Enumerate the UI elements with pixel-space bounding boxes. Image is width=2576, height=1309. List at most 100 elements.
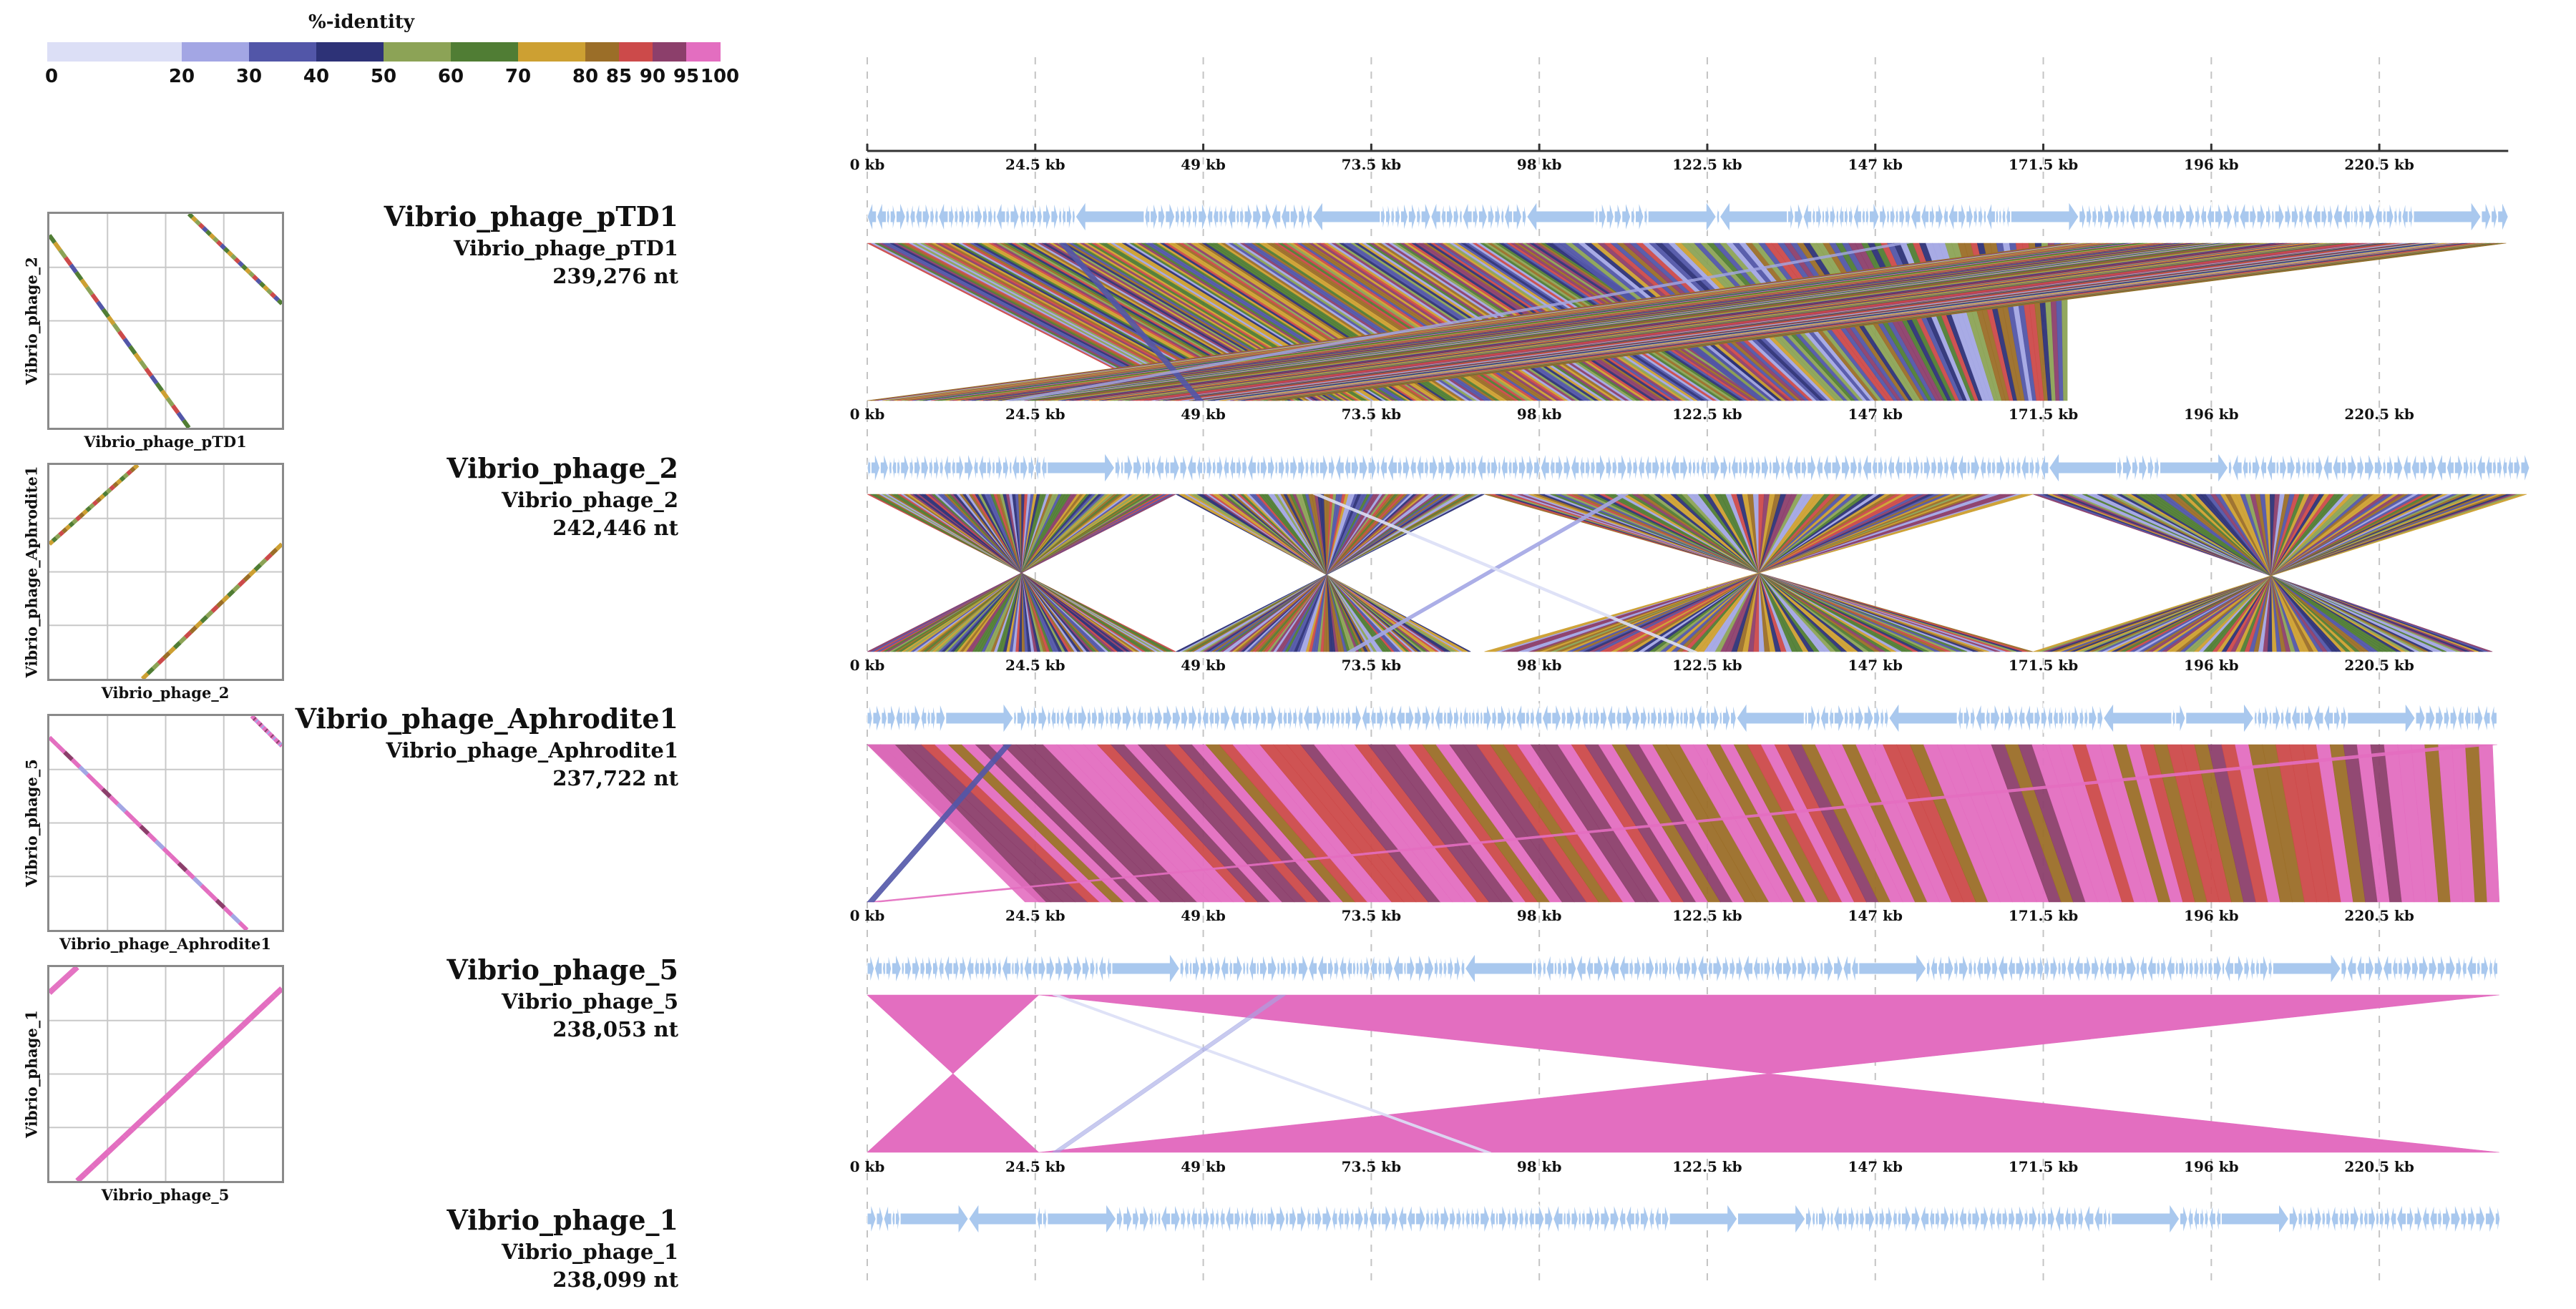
gene-arrow — [2415, 703, 2426, 733]
gene-arrow — [2049, 953, 2058, 984]
gene-arrow — [1461, 1204, 1465, 1234]
gene-arrow — [2494, 1204, 2501, 1234]
gene-arrow — [2207, 953, 2214, 984]
gene-arrow — [1518, 453, 1526, 483]
gene-arrow — [1674, 953, 1684, 984]
similarity-ribbon — [2033, 494, 2527, 652]
gene-arrow — [1931, 453, 1938, 483]
gene-arrow — [2347, 453, 2357, 483]
gene-arrow — [2084, 1204, 2094, 1234]
genome-title: Vibrio_phage_2 — [447, 452, 678, 484]
gene-arrow — [2441, 1204, 2451, 1234]
gene-arrow — [1683, 703, 1689, 733]
gene-arrow — [2071, 1204, 2079, 1234]
gene-arrow — [1844, 202, 1849, 232]
gene-arrow — [2215, 1204, 2222, 1234]
gene-arrow — [1199, 953, 1208, 984]
gene-arrow — [1833, 1204, 1843, 1234]
gene-arrow — [1459, 703, 1463, 733]
gene-arrow — [1804, 703, 1808, 733]
gene-arrow — [1008, 453, 1013, 483]
gene-arrow — [2346, 953, 2357, 984]
gene-arrow — [1735, 953, 1743, 984]
axis-tick-label: 73.5 kb — [1342, 657, 1402, 674]
axis-tick-label: 122.5 kb — [1672, 1158, 1742, 1175]
gene-arrow — [2397, 202, 2402, 232]
gene-arrow — [1133, 453, 1143, 483]
gene-arrow — [1512, 202, 1523, 232]
gene-arrow — [1905, 202, 1911, 232]
gene-arrow — [2040, 453, 2049, 483]
gene-arrow — [1621, 703, 1632, 733]
gene-arrow — [1706, 453, 1710, 483]
gene-arrow — [1692, 453, 1697, 483]
gene-arrow — [1948, 202, 1958, 232]
gene-arrow — [2301, 453, 2306, 483]
dotplot-match — [144, 367, 153, 378]
dotplot-match — [270, 735, 275, 740]
gene-arrow — [1392, 953, 1404, 984]
gene-arrow — [2314, 1204, 2322, 1234]
gene-arrow — [1252, 202, 1262, 232]
gene-arrow — [1220, 703, 1231, 733]
gene-arrow — [2488, 953, 2493, 984]
gene-arrow — [1105, 703, 1109, 733]
axis-tick-label: 49 kb — [1181, 1158, 1226, 1175]
gene-arrow — [1425, 1204, 1430, 1234]
gene-arrow — [2469, 453, 2474, 483]
dotplot-match — [49, 539, 54, 546]
gene-arrow — [1225, 1204, 1234, 1234]
gene-arrow — [1010, 202, 1020, 232]
gene-arrow — [2342, 202, 2351, 232]
gene-arrow — [1223, 202, 1228, 232]
dotplot-match — [102, 491, 109, 497]
gene-arrow — [1755, 453, 1762, 483]
gene-arrow — [1647, 200, 1717, 233]
gene-arrow — [1289, 1204, 1297, 1234]
gene-arrow — [1396, 703, 1405, 733]
dotplot-match — [126, 469, 133, 476]
gene-arrow — [2427, 453, 2437, 483]
gene-arrow — [1619, 953, 1629, 984]
dotplot-match — [258, 281, 266, 288]
gene-arrow — [1581, 1204, 1586, 1234]
gene-arrow — [939, 453, 944, 483]
gene-arrow — [1990, 703, 2001, 733]
gene-arrow — [2138, 202, 2147, 232]
gene-arrow — [1202, 453, 1206, 483]
dotplot-match — [79, 278, 89, 289]
gene-arrow — [1256, 953, 1260, 984]
legend-title: %-identity — [308, 11, 414, 33]
gene-arrow — [1606, 202, 1614, 232]
dotplot-match — [177, 861, 188, 873]
gene-arrow — [1410, 453, 1417, 483]
gene-arrow — [2446, 453, 2454, 483]
gene-arrow — [2295, 453, 2302, 483]
axis-tick-label: 147 kb — [1848, 156, 1903, 173]
gene-arrow — [2084, 703, 2089, 733]
gene-arrow — [1472, 202, 1479, 232]
gene-arrow — [1716, 202, 1720, 232]
dotplot-match — [278, 742, 282, 747]
gene-arrow — [2185, 702, 2255, 735]
gene-arrow — [2099, 953, 2104, 984]
gene-arrow — [1036, 1204, 1043, 1234]
gene-arrow — [1619, 1204, 1626, 1234]
gene-arrow — [1350, 1204, 1355, 1234]
dotplot-match — [177, 1075, 190, 1087]
axis-tick-label: 0 kb — [850, 1158, 885, 1175]
gene-arrow — [1873, 703, 1880, 733]
gene-arrow — [1267, 453, 1275, 483]
gene-arrow — [1991, 453, 1996, 483]
gene-arrow — [1477, 453, 1487, 483]
gene-arrow — [2103, 702, 2172, 735]
gene-arrow — [1549, 453, 1556, 483]
genome-length: 238,053 nt — [552, 1017, 678, 1041]
gene-arrow — [1532, 953, 1538, 984]
gene-arrow — [2492, 953, 2499, 984]
gene-arrow — [1843, 953, 1852, 984]
gene-arrow — [2306, 453, 2311, 483]
gene-arrow — [1857, 453, 1863, 483]
dotplot-match — [243, 573, 252, 582]
gene-arrow — [1829, 202, 1836, 232]
